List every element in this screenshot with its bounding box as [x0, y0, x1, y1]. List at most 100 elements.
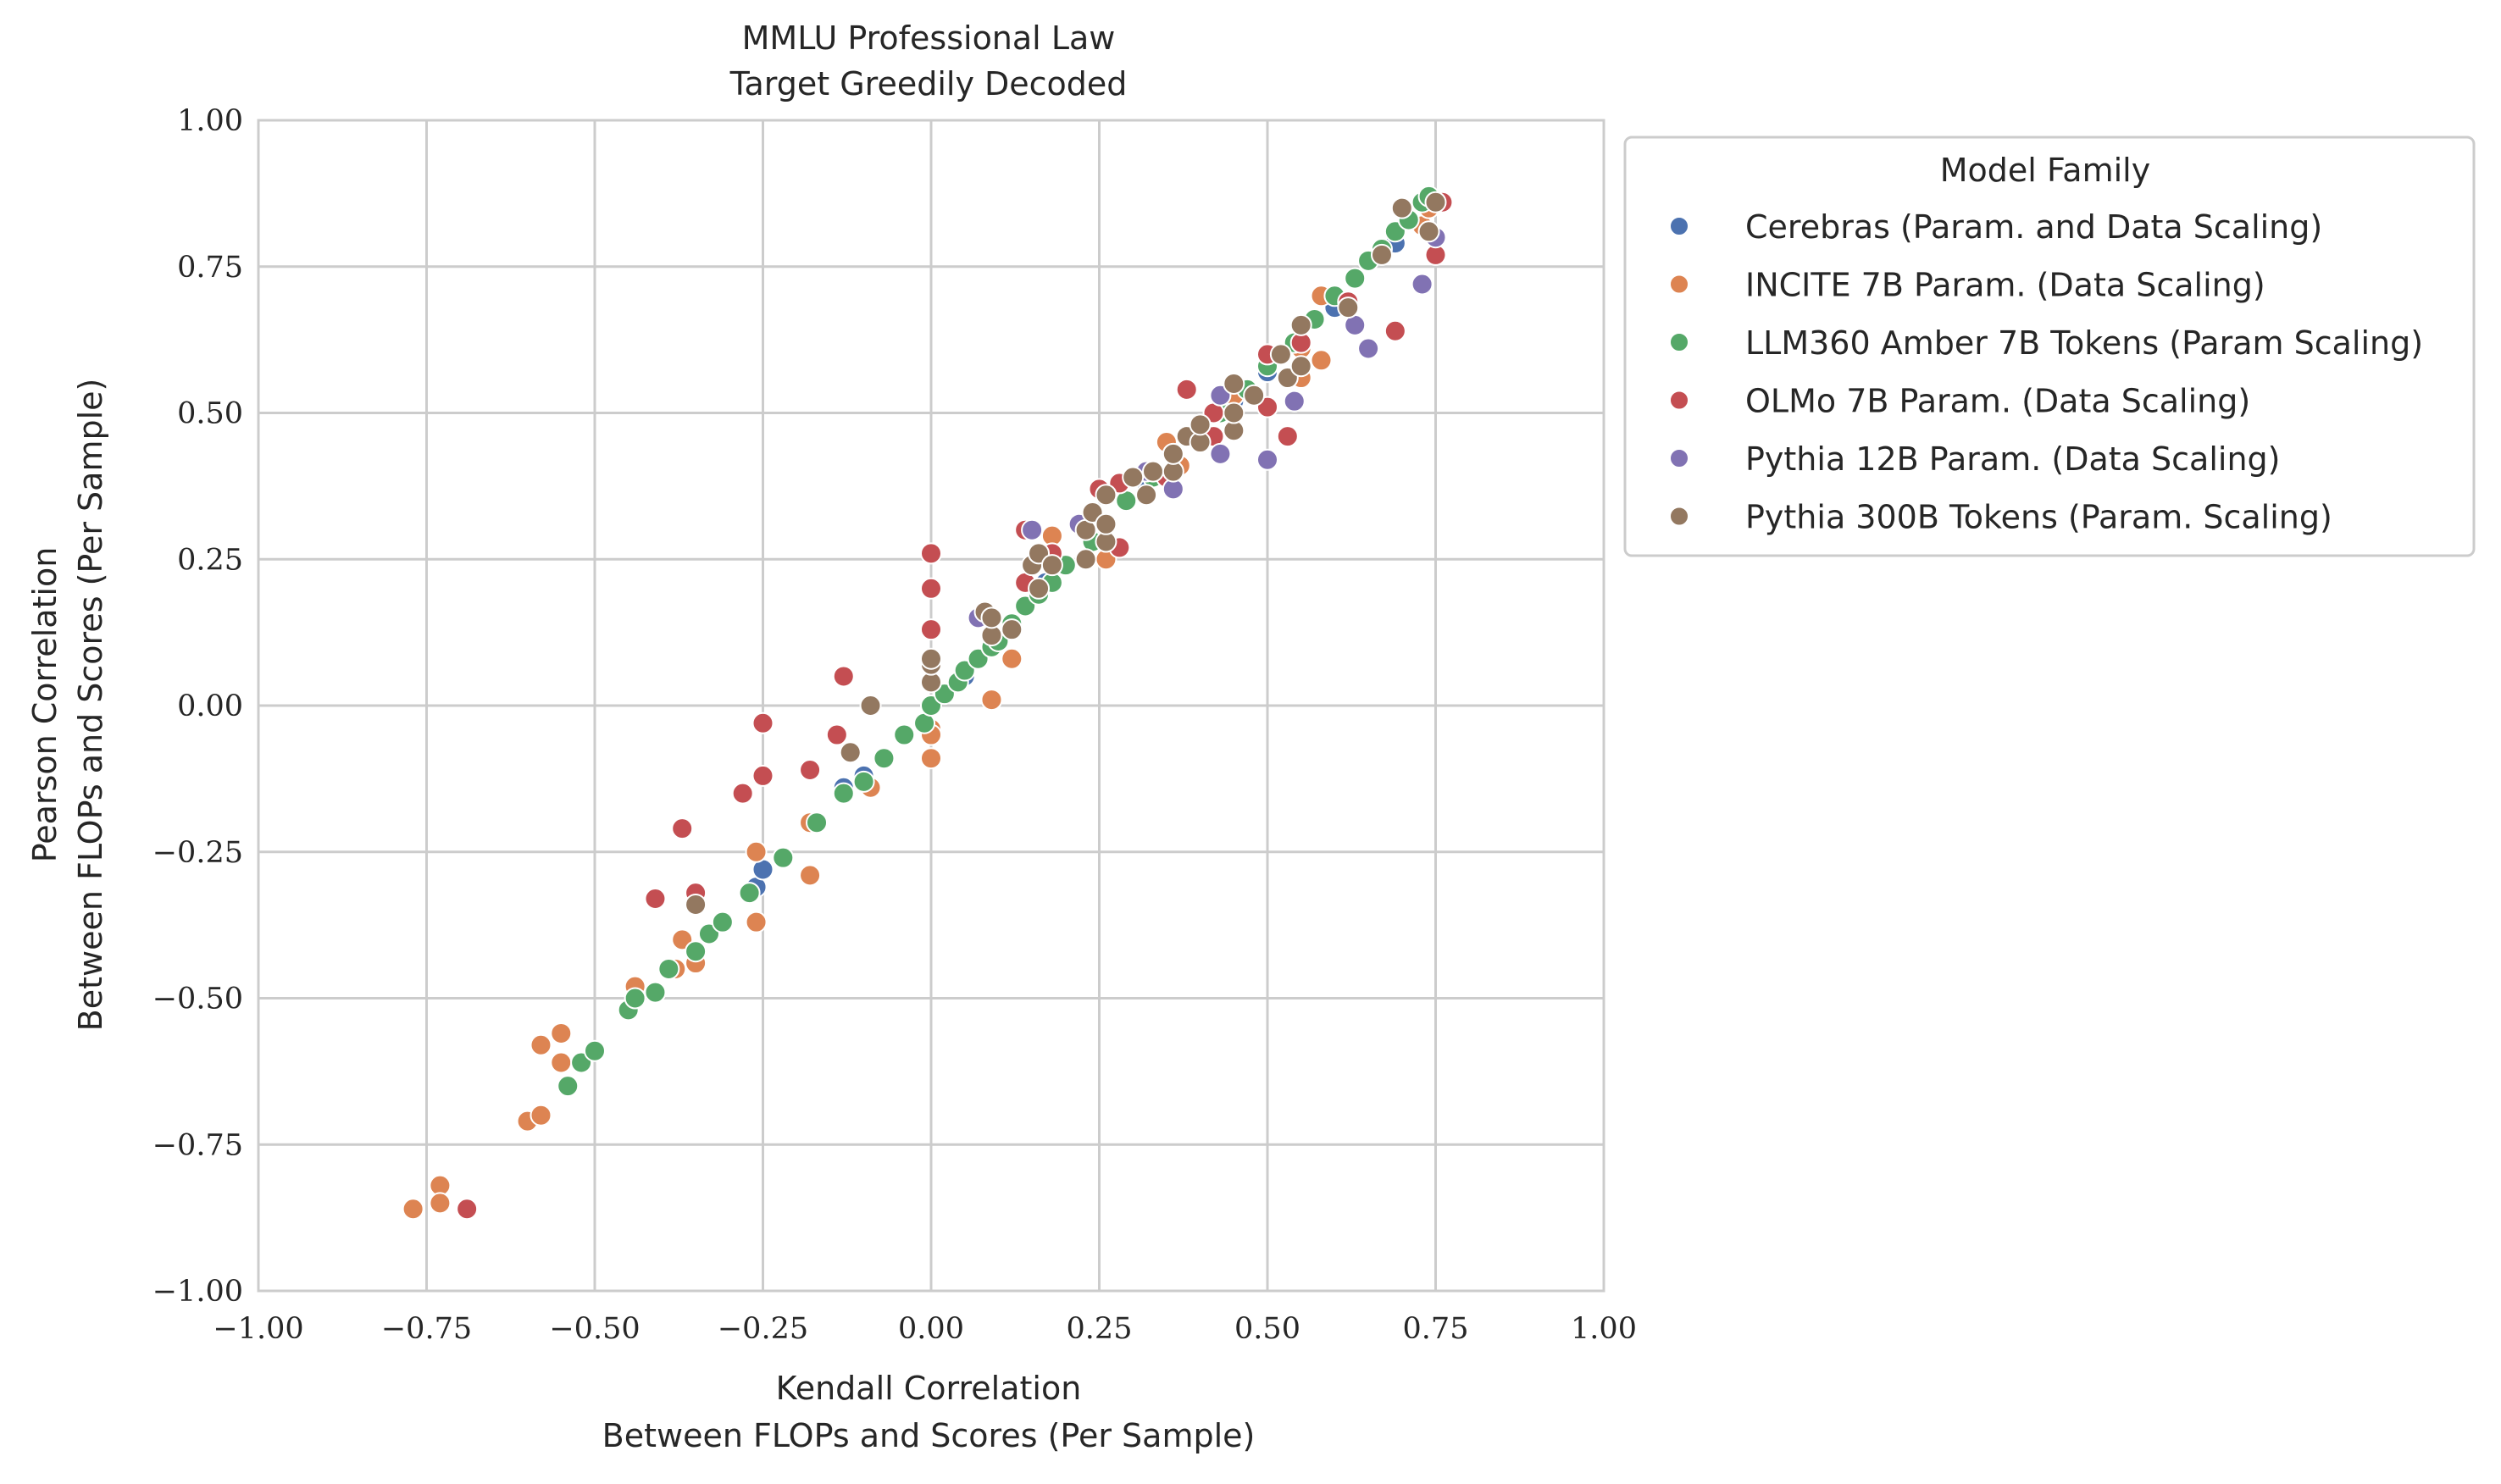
data-point [1269, 343, 1292, 366]
data-point [711, 911, 734, 933]
data-point [402, 1198, 424, 1221]
data-point [920, 747, 942, 770]
data-point [456, 1198, 479, 1221]
x-tick-label: −0.50 [549, 1312, 640, 1346]
data-point [1142, 460, 1165, 483]
data-point [1390, 197, 1413, 219]
data-point [671, 817, 694, 840]
legend-items: Cerebras (Param. and Data Scaling) INCITE… [1669, 208, 2423, 536]
legend-marker [1669, 448, 1689, 468]
legend-marker [1669, 274, 1689, 295]
data-point [751, 712, 774, 734]
data-point [745, 840, 768, 863]
data-point [1209, 442, 1232, 465]
data-point [1095, 484, 1117, 507]
x-axis-label-line-2: Between FLOPs and Scores (Per Sample) [602, 1417, 1256, 1454]
data-point [550, 1022, 573, 1044]
legend: Model Family Cerebras (Param. and Data S… [1623, 136, 2476, 557]
y-tick-label: 0.25 [177, 543, 243, 577]
data-point [1337, 296, 1360, 319]
y-tick-label: −0.25 [152, 836, 243, 870]
data-point [1028, 577, 1051, 600]
y-tick-label: 1.00 [177, 104, 243, 138]
data-point [832, 665, 855, 688]
data-point [1122, 466, 1145, 489]
legend-marker [1669, 506, 1689, 527]
data-point [1256, 448, 1278, 471]
x-tick-label: 0.75 [1403, 1312, 1469, 1346]
data-point [1021, 518, 1044, 541]
data-point [1223, 372, 1245, 395]
data-point [1417, 220, 1440, 243]
data-point [745, 911, 768, 933]
data-point [1243, 384, 1266, 407]
data-point [1310, 349, 1333, 372]
legend-marker [1669, 216, 1689, 236]
y-axis-label-line-1: Pearson Correlation [26, 547, 64, 863]
legend-label: LLM360 Amber 7B Tokens (Param Scaling) [1745, 324, 2423, 362]
data-point [920, 577, 942, 600]
x-tick-label: −0.25 [718, 1312, 808, 1346]
data-point [584, 1039, 606, 1062]
legend-label: Pythia 300B Tokens (Param. Scaling) [1745, 499, 2332, 536]
data-point [799, 864, 822, 887]
data-point [839, 741, 862, 764]
legend-marker [1669, 332, 1689, 352]
data-point [1276, 425, 1299, 448]
chart-title-line-1: MMLU Professional Law [742, 19, 1116, 57]
x-tick-label: 0.25 [1067, 1312, 1133, 1346]
data-point [873, 747, 896, 770]
data-point [557, 1075, 580, 1098]
legend-label: OLMo 7B Param. (Data Scaling) [1745, 383, 2250, 420]
data-point [685, 940, 707, 963]
data-point [1162, 442, 1184, 465]
x-tick-label: −1.00 [213, 1312, 303, 1346]
data-point [530, 1033, 552, 1056]
data-point [644, 888, 667, 911]
data-point [806, 811, 829, 834]
data-point [1135, 484, 1158, 507]
data-point [657, 957, 680, 980]
data-point [1223, 401, 1245, 424]
y-tick-label: 0.75 [177, 251, 243, 285]
data-point [1289, 313, 1312, 336]
data-point [731, 782, 754, 805]
x-tick-label: −0.75 [381, 1312, 472, 1346]
data-point [1283, 390, 1306, 413]
plot-area [257, 119, 1605, 1293]
data-point [751, 764, 774, 787]
points-layer [402, 185, 1454, 1221]
data-point [1411, 273, 1434, 296]
data-point [859, 695, 882, 717]
chart-title-line-2: Target Greedily Decoded [729, 65, 1128, 102]
data-point [1289, 355, 1312, 378]
y-tick-label: −0.75 [152, 1128, 243, 1162]
data-point [1189, 413, 1212, 436]
data-point [1040, 554, 1063, 577]
series-5 [685, 191, 1447, 916]
y-tick-label: −0.50 [152, 983, 243, 1016]
data-point [1175, 378, 1198, 401]
legend-label: Cerebras (Param. and Data Scaling) [1745, 208, 2322, 246]
data-point [1357, 337, 1380, 360]
x-tick-label: 0.50 [1234, 1312, 1300, 1346]
data-point [920, 647, 942, 670]
y-axis-label-line-2: Between FLOPs and Scores (Per Sample) [72, 379, 109, 1032]
data-point [1001, 647, 1023, 670]
data-point [920, 542, 942, 565]
data-point [799, 759, 822, 782]
data-point [772, 846, 795, 869]
legend-title: Model Family [1940, 152, 2150, 189]
y-tick-label: 0.50 [177, 397, 243, 431]
data-point [644, 981, 667, 1004]
data-point [685, 893, 707, 916]
legend-label: INCITE 7B Param. (Data Scaling) [1745, 267, 2265, 304]
data-point [920, 618, 942, 641]
data-point [530, 1104, 552, 1127]
data-point [1095, 512, 1117, 535]
data-point [1370, 243, 1393, 266]
data-point [1424, 191, 1447, 213]
legend-marker [1669, 390, 1689, 411]
legend-label: Pythia 12B Param. (Data Scaling) [1745, 440, 2280, 478]
data-point [550, 1051, 573, 1074]
